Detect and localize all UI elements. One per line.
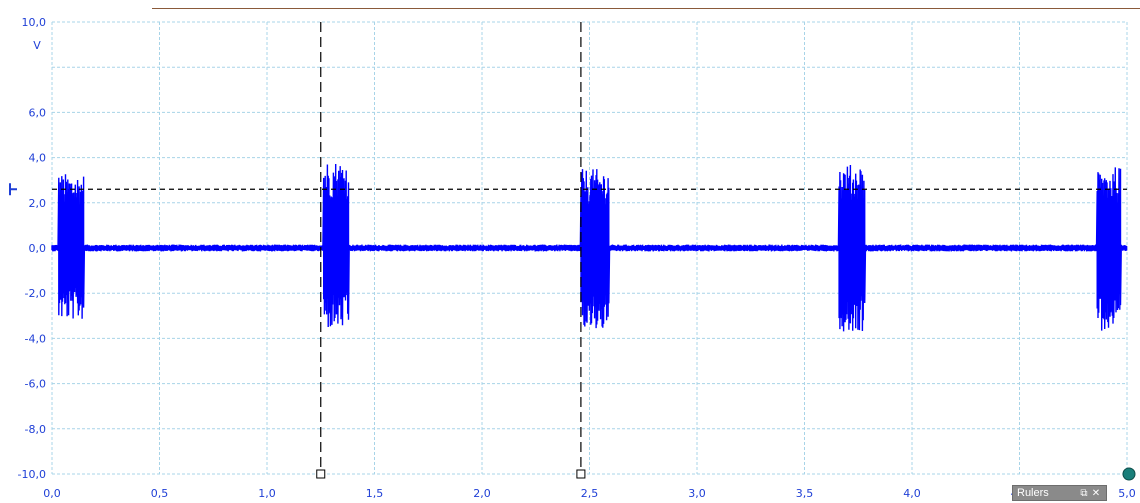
x-axis-ticks: 0,00,51,01,52,02,53,03,54,04,55,0 xyxy=(43,487,1136,500)
markers[interactable] xyxy=(9,183,1136,481)
y-tick-label: -8,0 xyxy=(25,423,46,436)
x-tick-label: 5,0 xyxy=(1118,487,1136,500)
top-border xyxy=(152,8,1140,9)
y-tick-label: 10,0 xyxy=(22,16,47,29)
y-tick-label: -2,0 xyxy=(25,287,46,300)
y-tick-label: -10,0 xyxy=(18,468,46,481)
y-tick-label: 4,0 xyxy=(29,152,47,165)
rulers-panel-title: Rulers xyxy=(1017,487,1049,499)
y-tick-label: 0,0 xyxy=(29,242,47,255)
series-line xyxy=(51,163,1128,332)
y-axis-ticks: 10,0 6,0 4,0 2,0 0,0 -2,0 -4,0 -6,0 -8,0 -10,0 xyxy=(18,16,46,481)
x-tick-label: 1,5 xyxy=(366,487,384,500)
x-tick-label: 0,5 xyxy=(151,487,169,500)
ruler-handle[interactable] xyxy=(316,469,326,479)
x-tick-label: 3,5 xyxy=(796,487,814,500)
y-tick-label: -6,0 xyxy=(25,378,46,391)
close-icon[interactable]: ✕ xyxy=(1091,487,1101,499)
x-tick-label: 3,0 xyxy=(688,487,706,500)
y-tick-label: 6,0 xyxy=(29,106,47,119)
y-unit-label: V xyxy=(33,39,41,52)
signal-trace xyxy=(51,163,1128,332)
ruler-handle[interactable] xyxy=(576,469,586,479)
x-tick-label: 4,0 xyxy=(903,487,921,500)
x-tick-label: 1,0 xyxy=(258,487,276,500)
trigger-point-marker[interactable] xyxy=(1122,467,1136,481)
x-tick-label: 2,5 xyxy=(581,487,599,500)
x-tick-label: 0,0 xyxy=(43,487,61,500)
y-tick-label: -4,0 xyxy=(25,332,46,345)
restore-icon[interactable]: ⧉ xyxy=(1080,487,1088,499)
rulers[interactable] xyxy=(52,22,1127,479)
x-tick-label: 2,0 xyxy=(473,487,491,500)
y-tick-label: 2,0 xyxy=(29,197,47,210)
rulers-panel[interactable]: Rulers ⧉ ✕ xyxy=(1012,485,1107,501)
